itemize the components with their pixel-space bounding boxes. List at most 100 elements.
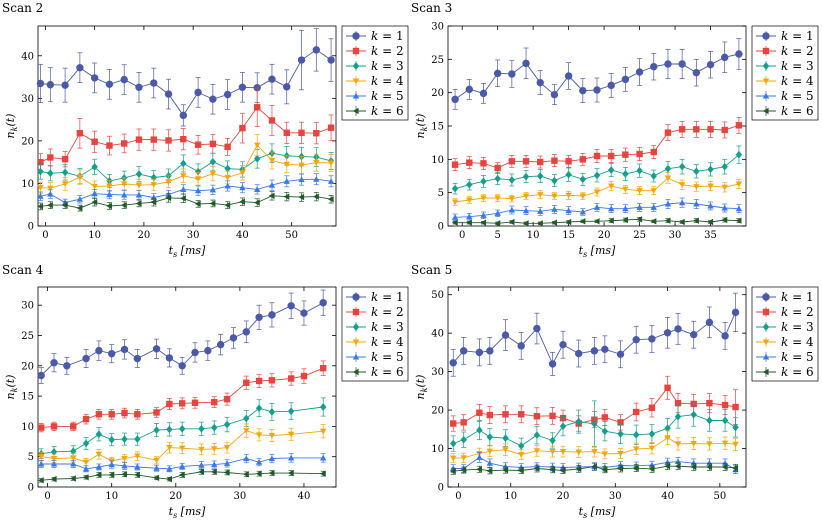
data-point [209, 200, 216, 207]
data-point [486, 433, 494, 441]
data-point [134, 463, 141, 470]
data-point [559, 449, 567, 455]
data-point [479, 89, 488, 98]
data-point [327, 178, 335, 184]
data-point [153, 465, 160, 471]
data-point [636, 188, 643, 194]
series-2 [451, 116, 743, 174]
data-point [47, 154, 54, 161]
legend-marker [762, 62, 770, 70]
data-point [70, 455, 77, 462]
legend-label: k = 3 [781, 320, 814, 334]
data-point [239, 170, 246, 177]
data-point [194, 187, 202, 194]
data-point [90, 74, 99, 82]
data-point [721, 416, 729, 425]
legend-marker [352, 107, 359, 115]
legend-entry-4: k = 4 [756, 335, 814, 349]
data-point [255, 432, 263, 439]
data-point [327, 160, 335, 167]
data-point [268, 192, 275, 199]
data-point [621, 75, 630, 84]
data-point [91, 198, 98, 206]
data-point [475, 348, 484, 357]
data-point [706, 463, 712, 471]
data-point [721, 401, 729, 409]
legend-marker [762, 308, 770, 316]
data-point [502, 434, 509, 442]
data-point [450, 468, 456, 475]
data-point [50, 423, 58, 430]
data-point [548, 360, 557, 368]
data-point [178, 400, 186, 407]
legend-entry-2: k = 2 [756, 305, 814, 319]
data-point [508, 206, 516, 213]
legend-label: k = 6 [781, 365, 814, 379]
data-point [298, 162, 305, 169]
data-point [616, 350, 625, 359]
data-point [50, 448, 58, 456]
data-point [451, 161, 459, 168]
data-point [579, 156, 587, 163]
data-point [319, 428, 327, 435]
data-point [674, 399, 682, 407]
data-point [579, 86, 587, 95]
data-point [591, 449, 598, 455]
data-point [61, 155, 69, 163]
legend-marker [762, 32, 770, 40]
data-point [575, 349, 583, 358]
y-axis-label: nk(t) [4, 114, 19, 139]
data-point [466, 180, 473, 189]
data-point [450, 455, 457, 462]
data-point [223, 420, 231, 429]
data-point [198, 424, 205, 433]
data-point [565, 218, 572, 226]
data-point [721, 53, 729, 62]
y-tick-label: 20 [21, 136, 34, 147]
data-point [165, 354, 174, 362]
data-point [300, 372, 308, 380]
data-point [593, 171, 601, 180]
data-point [243, 471, 249, 478]
data-point [466, 197, 473, 204]
data-point [533, 448, 541, 455]
data-point [565, 207, 572, 214]
data-point [319, 470, 326, 477]
chart-title: Scan 4 [2, 263, 44, 277]
x-tick-label: 40 [661, 491, 674, 502]
legend-label: k = 5 [781, 350, 814, 364]
data-point [664, 459, 671, 465]
data-point [121, 471, 128, 478]
data-point [135, 136, 143, 143]
data-point [664, 164, 672, 173]
data-point [95, 471, 102, 479]
data-point [648, 430, 656, 438]
data-point [50, 475, 57, 483]
data-point [121, 455, 128, 462]
data-point [690, 440, 697, 447]
series-2 [37, 87, 335, 172]
data-point [224, 174, 231, 181]
x-tick-label: 10 [527, 230, 540, 241]
data-point [575, 449, 582, 456]
data-point [721, 216, 728, 224]
data-point [678, 218, 685, 226]
data-point [706, 416, 713, 425]
data-point [650, 62, 658, 71]
data-point [120, 345, 129, 354]
data-point [559, 340, 567, 349]
data-point [636, 166, 643, 175]
legend-entry-4: k = 4 [346, 335, 404, 349]
data-point [134, 411, 141, 418]
data-point [617, 430, 624, 438]
data-point [522, 158, 530, 165]
data-point [253, 186, 261, 192]
data-point [601, 427, 609, 436]
legend-label: k = 2 [781, 44, 814, 58]
data-point [178, 424, 186, 433]
data-point [327, 56, 335, 64]
y-tick-label: 0 [438, 222, 444, 233]
data-point [283, 193, 290, 200]
data-point [551, 157, 558, 164]
